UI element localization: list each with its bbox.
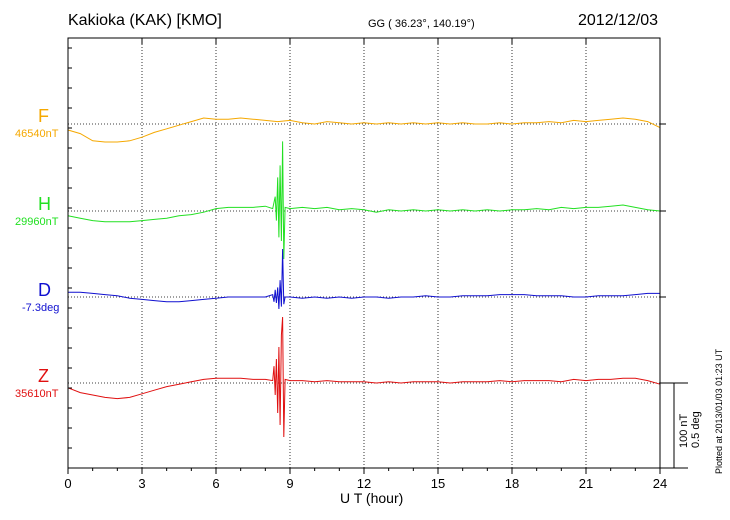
x-axis-label: U T (hour) bbox=[340, 490, 404, 506]
chart-date: 2012/12/03 bbox=[578, 12, 659, 29]
component-baseline-h: 29960nT bbox=[15, 216, 59, 228]
x-tick-label: 24 bbox=[653, 476, 667, 491]
component-baseline-d: -7.3deg bbox=[22, 302, 60, 314]
scale-deg-label: 0.5 deg bbox=[690, 411, 702, 448]
x-tick-label: 12 bbox=[357, 476, 371, 491]
x-tick-label: 0 bbox=[64, 476, 71, 491]
component-letter-d: D bbox=[38, 280, 51, 300]
component-baseline-f: 46540nT bbox=[15, 128, 59, 140]
x-tick-label: 3 bbox=[138, 476, 145, 491]
x-tick-label: 6 bbox=[212, 476, 219, 491]
plot-frame bbox=[67, 37, 661, 469]
scale-bar-label: 100 nT 0.5 deg bbox=[678, 411, 702, 448]
component-letter-f: F bbox=[38, 106, 49, 126]
component-baseline-z: 35610nT bbox=[15, 388, 59, 400]
x-tick-label: 15 bbox=[431, 476, 445, 491]
trace-f bbox=[67, 117, 661, 143]
x-tick-label: 18 bbox=[505, 476, 519, 491]
trace-d bbox=[68, 248, 660, 310]
component-letter-h: H bbox=[38, 194, 51, 214]
component-letter-z: Z bbox=[38, 366, 49, 386]
x-tick-label: 21 bbox=[579, 476, 593, 491]
station-coords: GG ( 36.23°, 140.19°) bbox=[368, 18, 475, 30]
trace-z bbox=[67, 316, 661, 438]
x-tick-label: 9 bbox=[286, 476, 293, 491]
scale-nt-label: 100 nT bbox=[678, 413, 690, 448]
station-title: Kakioka (KAK) [KMO] bbox=[68, 12, 222, 29]
trace-h bbox=[67, 141, 661, 260]
plotted-timestamp: Plotted at 2013/01/03 01:23 UT bbox=[714, 348, 724, 474]
